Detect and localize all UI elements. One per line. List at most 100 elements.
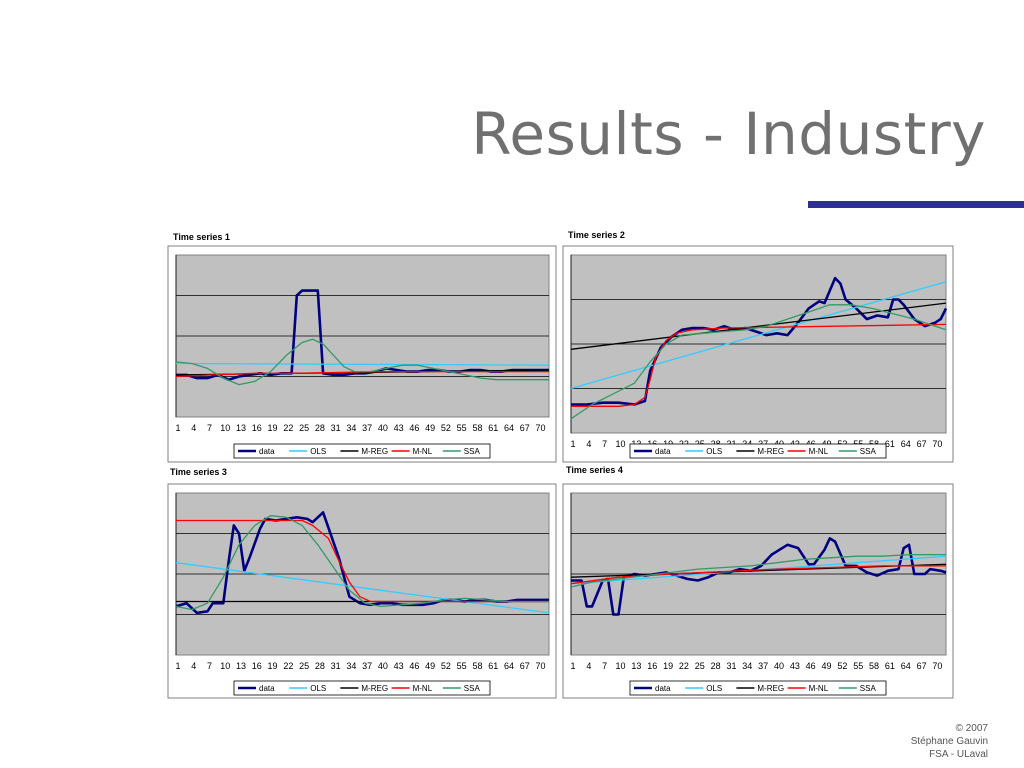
x-tick-label: 34 bbox=[346, 661, 356, 671]
x-tick-label: 10 bbox=[616, 439, 626, 449]
legend-label-m-nl: M-NL bbox=[809, 684, 829, 693]
legend-label-ssa: SSA bbox=[464, 684, 481, 693]
chart-title: Time series 2 bbox=[568, 230, 625, 240]
x-tick-label: 19 bbox=[268, 423, 278, 433]
x-tick-label: 7 bbox=[207, 661, 212, 671]
x-tick-label: 70 bbox=[932, 661, 942, 671]
series-line-ols bbox=[175, 362, 550, 366]
x-tick-label: 16 bbox=[252, 423, 262, 433]
legend-label-ssa: SSA bbox=[464, 447, 481, 456]
x-tick-label: 13 bbox=[236, 661, 246, 671]
x-tick-label: 58 bbox=[472, 423, 482, 433]
x-tick-label: 25 bbox=[299, 423, 309, 433]
x-tick-label: 7 bbox=[602, 439, 607, 449]
legend: data OLS M-REG M-NL SSA bbox=[233, 443, 491, 459]
x-tick-label: 10 bbox=[220, 661, 230, 671]
x-tick-label: 28 bbox=[711, 661, 721, 671]
legend-label-ssa: SSA bbox=[860, 684, 877, 693]
legend-label-data: data bbox=[259, 684, 275, 693]
series-line-ols bbox=[570, 281, 947, 390]
legend-label-m-reg: M-REG bbox=[361, 684, 388, 693]
x-tick-label: 46 bbox=[409, 661, 419, 671]
legend: data OLS M-REG M-NL SSA bbox=[629, 443, 887, 459]
footer: © 2007 Stéphane Gauvin FSA - ULaval bbox=[911, 722, 988, 761]
x-tick-label: 61 bbox=[885, 661, 895, 671]
x-tick-label: 55 bbox=[853, 661, 863, 671]
legend-label-ols: OLS bbox=[310, 447, 326, 456]
x-tick-label: 19 bbox=[268, 661, 278, 671]
x-tick-label: 61 bbox=[488, 661, 498, 671]
x-tick-label: 1 bbox=[175, 423, 180, 433]
x-tick-label: 58 bbox=[869, 661, 879, 671]
chart-title: Time series 3 bbox=[170, 467, 227, 477]
series-line-ols bbox=[175, 562, 550, 614]
x-tick-label: 52 bbox=[441, 661, 451, 671]
x-tick-label: 1 bbox=[175, 661, 180, 671]
x-tick-label: 70 bbox=[932, 439, 942, 449]
x-tick-label: 49 bbox=[822, 661, 832, 671]
x-tick-label: 64 bbox=[901, 439, 911, 449]
x-tick-label: 52 bbox=[441, 423, 451, 433]
series-line-ssa bbox=[175, 515, 549, 611]
x-tick-label: 25 bbox=[695, 661, 705, 671]
x-tick-label: 67 bbox=[520, 423, 530, 433]
x-tick-label: 1 bbox=[570, 439, 575, 449]
legend-label-m-nl: M-NL bbox=[413, 684, 433, 693]
x-tick-label: 67 bbox=[520, 661, 530, 671]
x-tick-label: 40 bbox=[774, 661, 784, 671]
legend-box bbox=[233, 680, 491, 696]
x-tick-label: 10 bbox=[616, 661, 626, 671]
x-tick-label: 22 bbox=[679, 661, 689, 671]
x-tick-label: 40 bbox=[378, 661, 388, 671]
chart-1: Time series 1 1 4 7 10 13 16 19 22 25 28 31 34 37 40 43… bbox=[167, 232, 557, 463]
x-tick-label: 43 bbox=[394, 423, 404, 433]
legend-box bbox=[629, 443, 887, 459]
slide-title: Results - Industry bbox=[471, 100, 986, 168]
chart-3: Time series 3 1 4 7 10 13 16 19 22 25 28 31 34 37 40 43… bbox=[167, 467, 557, 699]
legend-label-data: data bbox=[259, 447, 275, 456]
x-tick-label: 31 bbox=[331, 661, 341, 671]
series-line-m-nl bbox=[571, 323, 947, 407]
chart-title: Time series 1 bbox=[173, 232, 230, 242]
x-tick-label: 40 bbox=[378, 423, 388, 433]
x-tick-label: 64 bbox=[901, 661, 911, 671]
x-tick-label: 37 bbox=[758, 661, 768, 671]
chart-4: Time series 4 1 4 7 10 13 16 19 22 25 28 31 34 37 40 43… bbox=[562, 465, 954, 699]
series-line-data bbox=[176, 289, 549, 381]
x-tick-label: 16 bbox=[252, 661, 262, 671]
x-tick-label: 49 bbox=[425, 661, 435, 671]
x-tick-label: 25 bbox=[299, 661, 309, 671]
x-tick-label: 46 bbox=[409, 423, 419, 433]
series-line-ssa bbox=[570, 553, 946, 588]
legend: data OLS M-REG M-NL SSA bbox=[629, 680, 887, 696]
legend-box bbox=[629, 680, 887, 696]
footer-affiliation: FSA - ULaval bbox=[929, 749, 988, 760]
x-tick-label: 49 bbox=[425, 423, 435, 433]
chart-title: Time series 4 bbox=[566, 465, 623, 475]
x-tick-label: 61 bbox=[488, 423, 498, 433]
x-tick-label: 13 bbox=[236, 423, 246, 433]
x-tick-label: 4 bbox=[191, 423, 196, 433]
series-line-m-nl bbox=[175, 370, 549, 378]
series-line-m-nl bbox=[570, 565, 946, 585]
x-tick-label: 52 bbox=[837, 661, 847, 671]
series-line-data bbox=[175, 511, 549, 615]
legend: data OLS M-REG M-NL SSA bbox=[233, 680, 491, 696]
x-tick-label: 37 bbox=[362, 661, 372, 671]
x-tick-label: 13 bbox=[631, 661, 641, 671]
x-tick-label: 55 bbox=[457, 661, 467, 671]
x-tick-label: 22 bbox=[283, 423, 293, 433]
chart-2: Time series 2147101316192225283134374043… bbox=[562, 230, 954, 463]
legend-label-ols: OLS bbox=[706, 684, 722, 693]
x-tick-label: 67 bbox=[917, 661, 927, 671]
x-tick-label: 1 bbox=[570, 661, 575, 671]
x-tick-label: 19 bbox=[663, 661, 673, 671]
legend-label-ols: OLS bbox=[310, 684, 326, 693]
x-tick-label: 4 bbox=[586, 661, 591, 671]
legend-label-m-reg: M-REG bbox=[361, 447, 388, 456]
legend-label-m-nl: M-NL bbox=[413, 447, 433, 456]
x-tick-label: 46 bbox=[806, 661, 816, 671]
x-tick-label: 7 bbox=[207, 423, 212, 433]
legend-label-ssa: SSA bbox=[860, 447, 877, 456]
